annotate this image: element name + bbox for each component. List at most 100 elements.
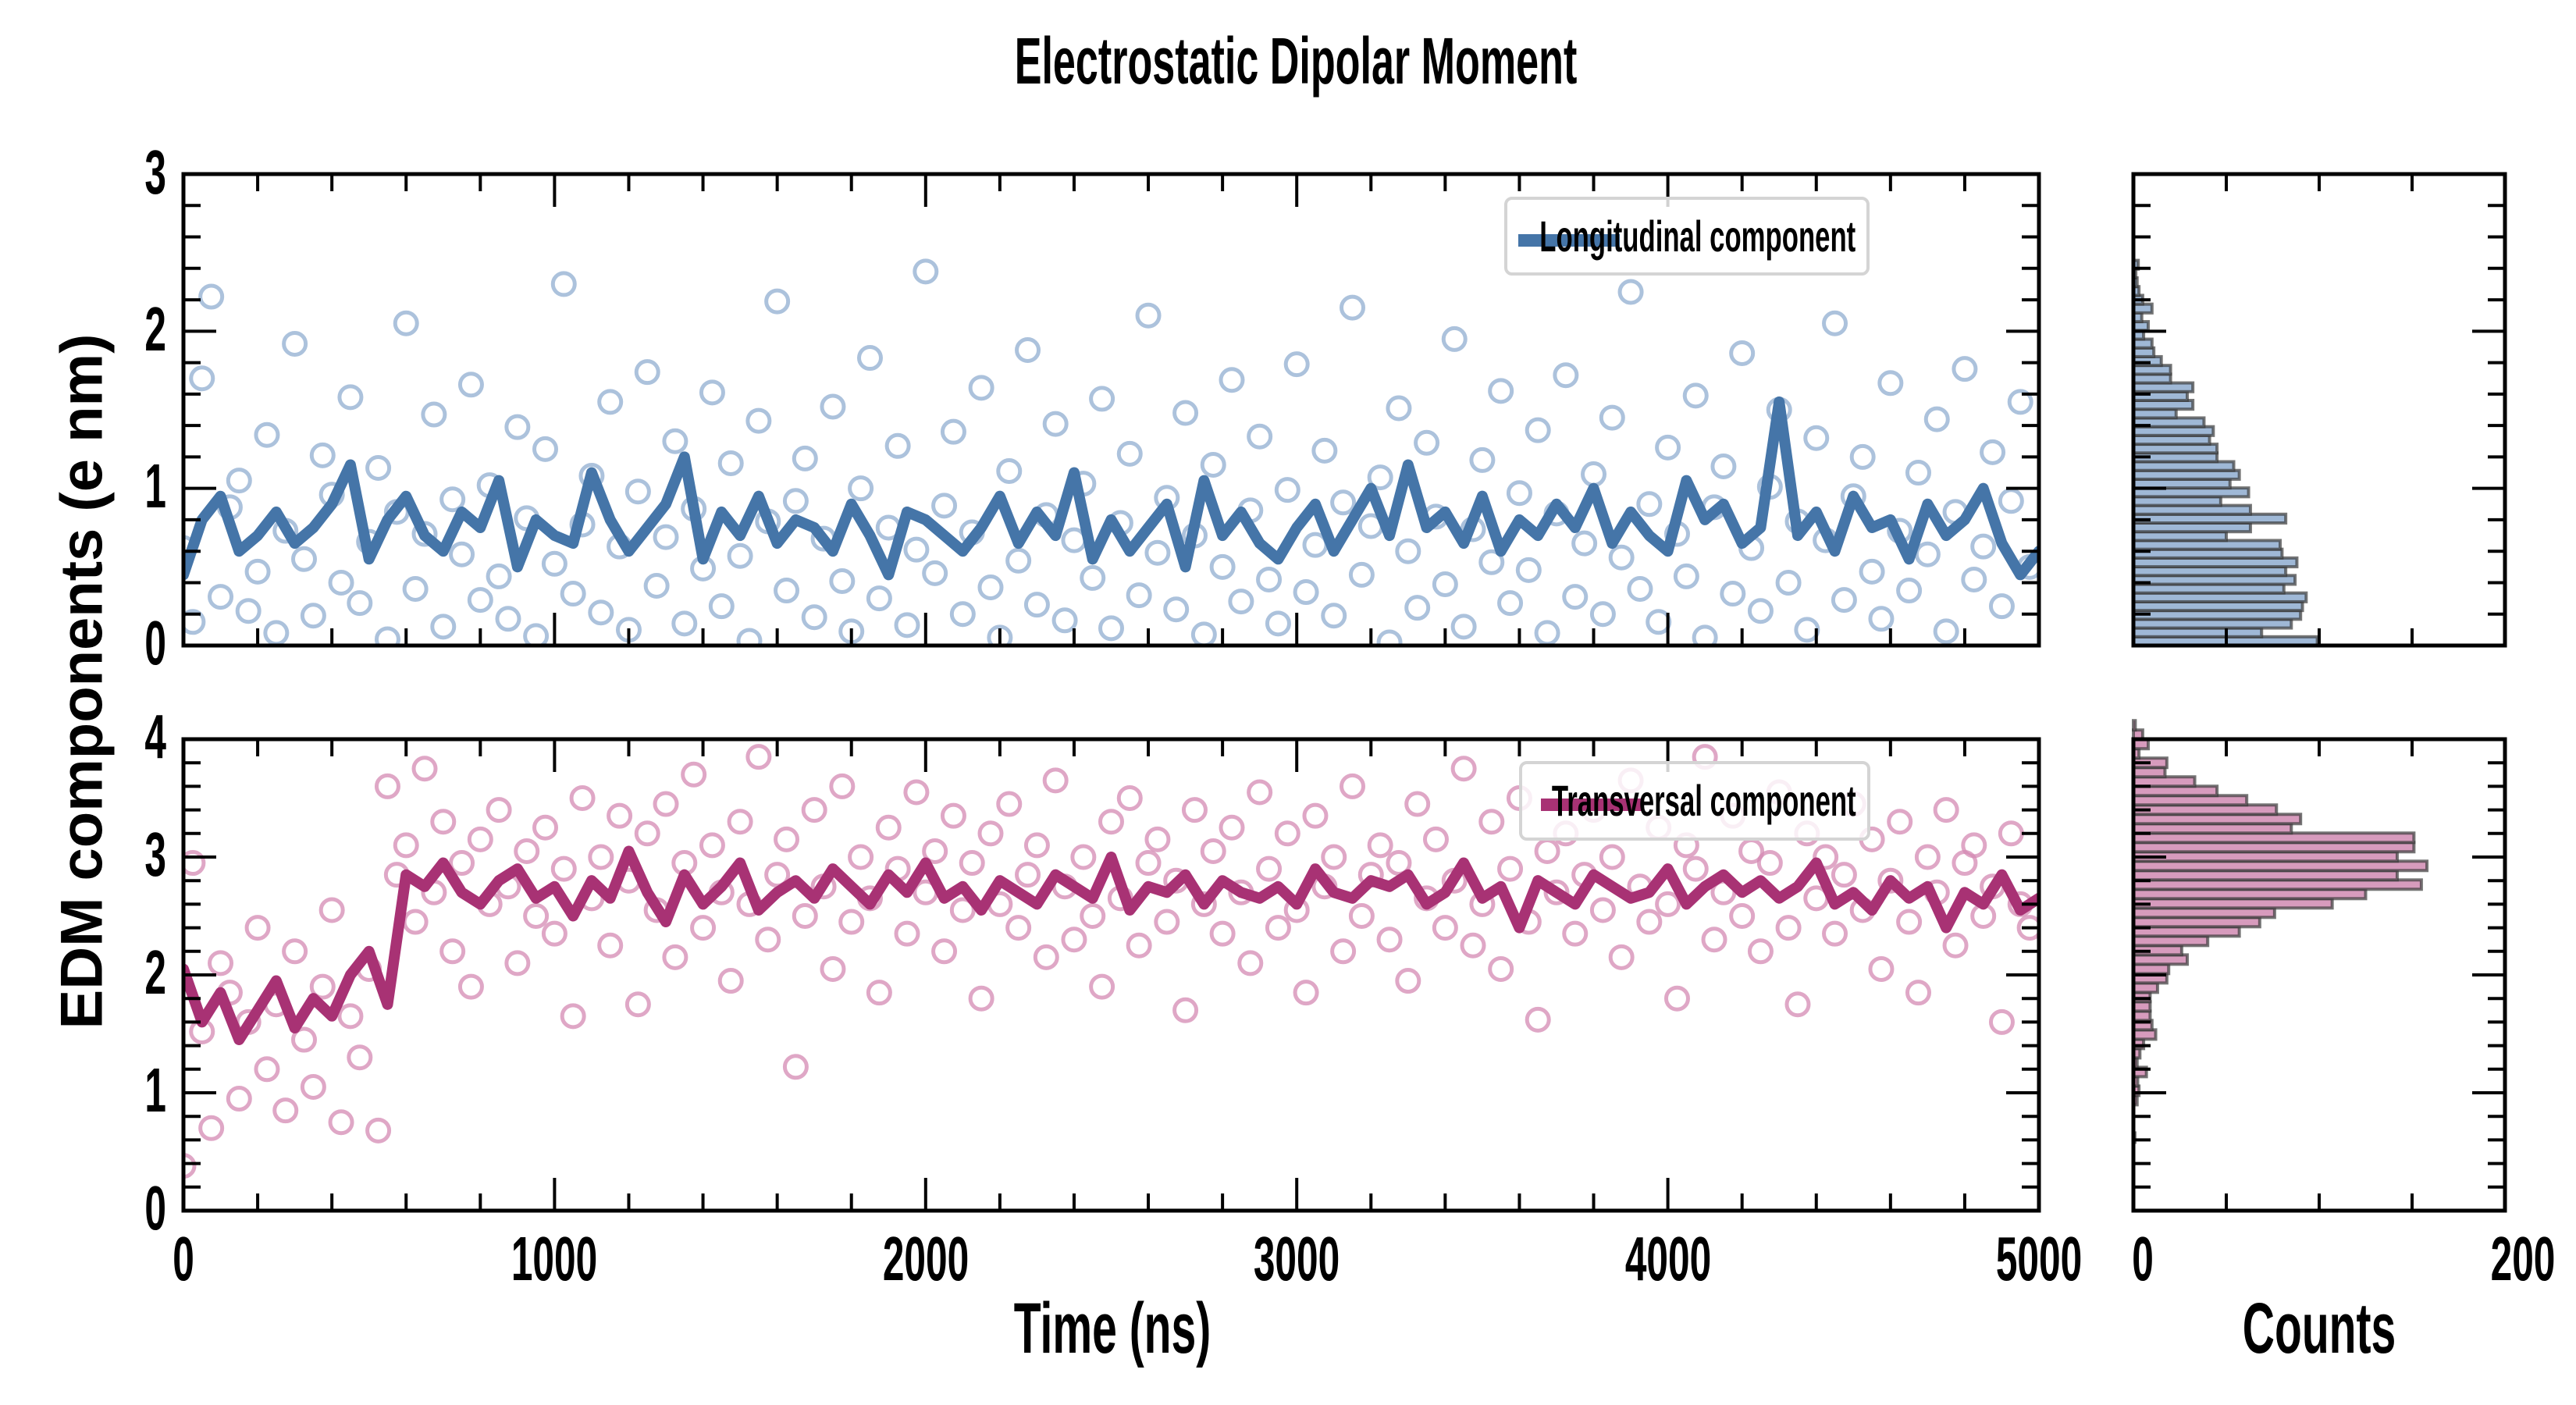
scatter-point (866, 980, 892, 1006)
scatter-point (848, 475, 874, 502)
scatter-point (1859, 558, 1885, 585)
scatter-point (1311, 437, 1338, 464)
scatter-point (569, 785, 596, 811)
scatter-point (903, 779, 930, 806)
scatter-point (1553, 362, 1579, 389)
scatter-point (1228, 589, 1254, 615)
scatter-point (1589, 897, 1616, 923)
scatter-point (347, 1044, 373, 1071)
scatter-point (1571, 530, 1598, 557)
scatter-point (550, 271, 577, 297)
scatter-point (1469, 446, 1496, 473)
scatter-point (1488, 955, 1514, 982)
scatter-point (1200, 451, 1226, 478)
scatter-point (1414, 429, 1440, 456)
legend-swatch-longitudinal (1518, 234, 1620, 247)
scatter-point (1116, 785, 1143, 811)
scatter-point (183, 1153, 197, 1179)
scatter-point (1980, 439, 2006, 465)
scatter-point (801, 797, 827, 823)
scatter-point (1330, 938, 1357, 965)
scatter-point (690, 915, 717, 941)
scatter-point (792, 903, 818, 929)
scatter-point (1636, 491, 1663, 518)
histogram-x-axis-label: Counts (2242, 1289, 2396, 1368)
scatter-point (300, 1073, 326, 1100)
scatter-point (940, 802, 966, 829)
scatter-point (699, 379, 725, 406)
scatter-point (1729, 903, 1756, 929)
x-axis-label: Time (ns) (1013, 1289, 1212, 1368)
scatter-point (774, 578, 800, 604)
scatter-point (532, 436, 559, 462)
scatter-point (624, 991, 651, 1018)
scatter-point (1534, 838, 1560, 864)
scatter-point (866, 585, 892, 612)
scatter-point (1488, 378, 1514, 404)
scatter-point (653, 524, 679, 550)
scatter-point (745, 407, 772, 434)
scatter-point (1348, 561, 1375, 588)
scatter-point (820, 393, 846, 420)
scatter-point (940, 418, 966, 445)
scatter-point (949, 601, 976, 628)
legend-label-transversal: Transversal component (1552, 776, 1856, 825)
scatter-point (856, 345, 883, 372)
scatter-point (1395, 538, 1421, 564)
scatter-point (996, 791, 1023, 817)
scatter-point (671, 610, 698, 637)
scatter-point (1386, 850, 1412, 877)
scatter-point (1200, 838, 1226, 864)
scatter-point (226, 468, 252, 494)
scatter-point (208, 584, 234, 610)
series-line-transversal-component (183, 845, 2039, 1045)
scatter-point (374, 773, 400, 799)
y-axis-label: EDM components (e nm) (48, 333, 116, 1030)
scatter-point (922, 838, 948, 864)
scatter-point (1933, 797, 1959, 823)
xtick-label-0: 0 (173, 1225, 194, 1294)
scatter-point (1497, 590, 1524, 617)
scatter-point (208, 950, 234, 976)
scatter-point (968, 375, 994, 401)
scatter-point (588, 599, 614, 626)
scatter-point (1998, 820, 2024, 847)
scatter-point (774, 826, 800, 852)
scatter-point (365, 1117, 392, 1144)
scatter-point (829, 773, 856, 799)
scatter-point (1988, 1008, 2015, 1035)
scatter-point (1256, 566, 1283, 592)
scatter-point (588, 844, 614, 870)
scatter-point (1896, 578, 1923, 604)
scatter-point (504, 414, 531, 440)
scatter-point (597, 932, 624, 959)
scatter-point (1710, 453, 1737, 479)
scatter-point (550, 855, 577, 882)
scatter-point (1970, 533, 1997, 560)
ytick-label-top-0: 0 (144, 609, 166, 678)
scatter-point (634, 820, 660, 847)
scatter-point (1432, 915, 1458, 941)
scatter-point (374, 626, 400, 646)
scatter-point (439, 486, 466, 513)
scatter-point (1905, 460, 1931, 486)
histogram-bar (2132, 719, 2137, 732)
scatter-point (365, 454, 392, 481)
scatter-point (1933, 618, 1959, 645)
scatter-point (1070, 844, 1097, 870)
scatter-point (745, 744, 772, 770)
scatter-point (1636, 909, 1663, 935)
scatter-point (1589, 601, 1616, 628)
scatter-point (449, 850, 475, 877)
xtick-label-3000: 3000 (1254, 1225, 1340, 1294)
scatter-point (532, 814, 559, 841)
scatter-point (300, 603, 326, 629)
scatter-point (1534, 620, 1560, 646)
scatter-point (1330, 489, 1357, 516)
panel-bot-frame (181, 737, 2041, 1213)
scatter-point (1923, 406, 1950, 432)
scatter-point (467, 826, 493, 852)
scatter-point (1181, 797, 1208, 823)
scatter-point (254, 1056, 280, 1083)
